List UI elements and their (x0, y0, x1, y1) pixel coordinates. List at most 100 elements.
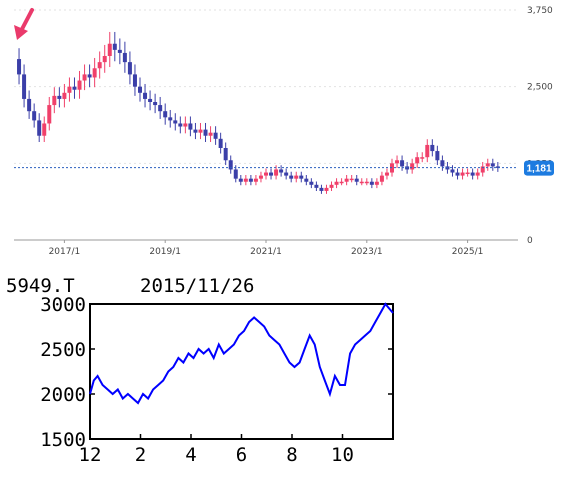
candle-body (450, 169, 455, 173)
candle-body (410, 163, 415, 170)
x-tick-label: 2021/1 (250, 247, 282, 257)
candle-body (269, 172, 274, 176)
candle-body (374, 181, 379, 185)
candle-body (102, 56, 107, 63)
candle-body (440, 160, 445, 167)
candle-body (435, 151, 440, 161)
candle-body (143, 92, 148, 99)
candle-body (203, 129, 208, 136)
candle-body (32, 111, 37, 121)
candle-body (299, 175, 304, 179)
y-axis-ticks: 3000 2500 2000 1500 (40, 294, 393, 451)
candle-body (77, 80, 82, 90)
x-tick-label: 2017/1 (49, 247, 81, 257)
candle-body (415, 157, 420, 164)
y-tick-label: 2,500 (527, 83, 553, 93)
candle-body (304, 178, 309, 182)
candle-body (193, 129, 198, 133)
candle-body (67, 86, 72, 93)
candle-body (228, 160, 233, 170)
candle-body (349, 178, 354, 181)
candle-body (218, 138, 223, 148)
candle-body (243, 178, 248, 182)
candle-body (470, 172, 475, 176)
grid-lines (14, 9, 518, 164)
candle-body (364, 181, 369, 184)
candle-body (289, 175, 294, 179)
candle-body (132, 74, 137, 87)
candle-body (465, 172, 470, 175)
candlestick-chart: 2017/1 2019/1 2021/1 2023/1 2025/1 3,750 2,50… (14, 6, 554, 257)
candle-body (359, 181, 364, 184)
candle-body (238, 178, 243, 182)
candle-body (92, 68, 97, 78)
candle-body (47, 105, 52, 124)
candle-body (57, 95, 62, 99)
candle-body (17, 59, 22, 75)
svg-text:1,181: 1,181 (526, 164, 551, 175)
candle-body (344, 178, 349, 182)
chart-date-title: 2015/11/26 (140, 275, 254, 297)
candle-body (37, 120, 42, 136)
last-price-badge: 1,181 (524, 160, 554, 176)
candle-body (117, 49, 122, 53)
y-tick-label: 3,750 (527, 6, 553, 16)
candle-body (480, 166, 485, 173)
candle-body (264, 172, 268, 176)
x-tick-label: 10 (331, 444, 354, 466)
candle-body (22, 74, 27, 99)
candle-body (395, 160, 400, 164)
candle-body (198, 129, 203, 133)
candle-body (369, 181, 374, 185)
candle-body (233, 169, 238, 179)
candle-body (329, 184, 334, 188)
candle-body (127, 62, 132, 75)
candle-body (87, 74, 92, 78)
candle-body (213, 132, 218, 139)
candle-body (258, 175, 263, 179)
candle-body (72, 86, 77, 90)
candle-body (97, 62, 102, 69)
candle-body (208, 132, 213, 136)
x-tick-label: 2023/1 (351, 247, 383, 257)
x-tick-label: 8 (286, 444, 297, 466)
candle-body (314, 184, 319, 188)
candle-body (294, 175, 299, 179)
candle-body (168, 117, 173, 121)
y-tick-label: 1500 (40, 429, 86, 451)
candle-body (248, 178, 253, 182)
candle-body (253, 178, 258, 182)
candle-body (455, 172, 460, 176)
x-axis-ticks: 2017/1 2019/1 2021/1 2023/1 2025/1 (49, 240, 483, 257)
candle-body (354, 178, 359, 182)
series-line (89, 302, 394, 405)
x-tick-label: 2019/1 (149, 247, 181, 257)
x-tick-label: 12 (79, 444, 102, 466)
candle-body (173, 120, 178, 124)
candle-body (490, 163, 495, 167)
candles-layer (17, 31, 500, 194)
candle-body (319, 187, 324, 191)
candle-body (309, 181, 314, 185)
candle-body (485, 163, 490, 167)
candle-body (274, 169, 279, 176)
y-tick-label: 2500 (40, 339, 86, 361)
candle-body (425, 144, 430, 158)
x-tick-label: 4 (185, 444, 196, 466)
candle-body (324, 187, 329, 191)
candle-body (475, 172, 480, 176)
candle-body (27, 98, 32, 112)
y-tick-label: 0 (527, 236, 533, 246)
candle-body (122, 52, 127, 63)
y-tick-label: 2000 (40, 384, 86, 406)
y-tick-label: 3000 (40, 294, 86, 316)
candle-body (430, 144, 435, 152)
candle-body (400, 160, 405, 167)
x-tick-label: 6 (236, 444, 247, 466)
candle-body (153, 102, 158, 106)
candle-body (107, 43, 112, 56)
chart-ticker-title: 5949.T (6, 275, 75, 297)
candle-body (158, 105, 163, 112)
candle-body (163, 111, 168, 118)
